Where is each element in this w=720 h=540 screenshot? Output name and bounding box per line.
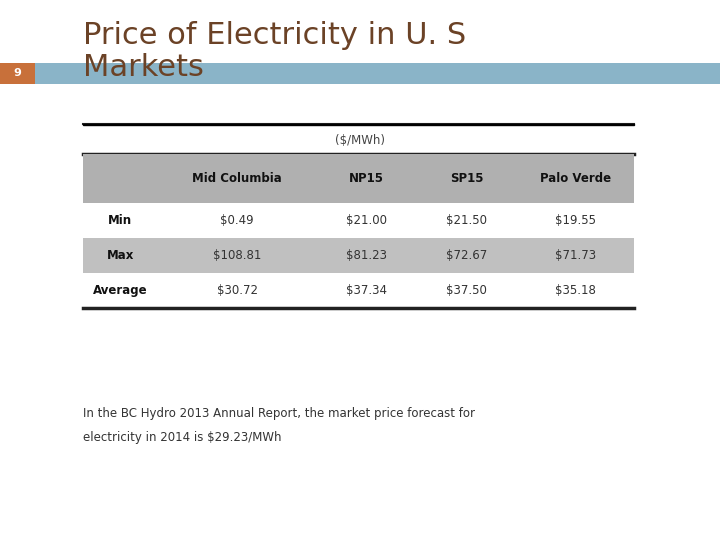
Text: Mid Columbia: Mid Columbia (192, 172, 282, 185)
Text: In the BC Hydro 2013 Annual Report, the market price forecast for: In the BC Hydro 2013 Annual Report, the … (83, 407, 474, 420)
Text: Price of Electricity in U. S: Price of Electricity in U. S (83, 21, 466, 50)
Text: $37.50: $37.50 (446, 284, 487, 297)
Text: electricity in 2014 is $29.23/MWh: electricity in 2014 is $29.23/MWh (83, 431, 282, 444)
Text: $71.73: $71.73 (554, 248, 595, 262)
Text: Average: Average (93, 284, 148, 297)
Text: $37.34: $37.34 (346, 284, 387, 297)
Text: $108.81: $108.81 (213, 248, 261, 262)
Text: $0.49: $0.49 (220, 213, 254, 227)
Text: SP15: SP15 (450, 172, 483, 185)
Text: $19.55: $19.55 (554, 213, 595, 227)
Text: NP15: NP15 (349, 172, 384, 185)
Text: ($/MWh): ($/MWh) (335, 134, 385, 147)
Text: Markets: Markets (83, 53, 204, 82)
Text: $21.00: $21.00 (346, 213, 387, 227)
Text: 9: 9 (14, 69, 21, 78)
Text: $72.67: $72.67 (446, 248, 487, 262)
Text: $21.50: $21.50 (446, 213, 487, 227)
Text: Palo Verde: Palo Verde (539, 172, 611, 185)
Text: Max: Max (107, 248, 134, 262)
Text: $35.18: $35.18 (554, 284, 595, 297)
Text: $81.23: $81.23 (346, 248, 387, 262)
Text: Min: Min (108, 213, 132, 227)
Text: $30.72: $30.72 (217, 284, 258, 297)
